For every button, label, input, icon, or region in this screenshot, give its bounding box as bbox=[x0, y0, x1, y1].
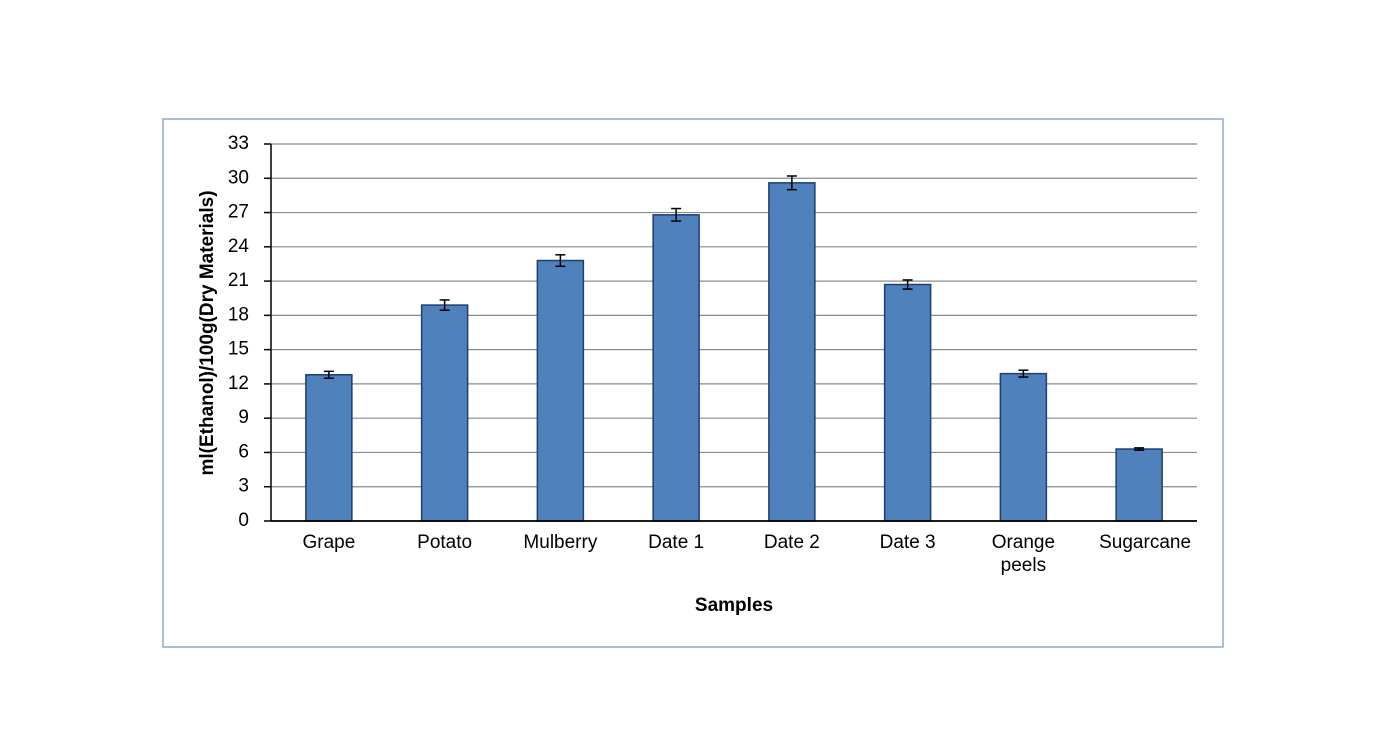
error-bar bbox=[555, 254, 566, 267]
y-tick-label: 15 bbox=[228, 339, 249, 360]
error-bar bbox=[902, 279, 913, 290]
x-tick-label-box: Mulberry bbox=[523, 532, 598, 553]
error-bar bbox=[1018, 369, 1029, 378]
y-tick-label: 3 bbox=[238, 476, 249, 497]
x-tick-label-box: Date 1 bbox=[648, 532, 705, 553]
x-tick-label: Grape bbox=[302, 532, 356, 553]
x-tick-label: Date 3 bbox=[879, 532, 936, 553]
x-tick-label: Date 2 bbox=[763, 532, 820, 553]
x-tick-label-box: Date 3 bbox=[879, 532, 936, 553]
error-bar bbox=[323, 370, 334, 379]
y-tick-label: 6 bbox=[238, 441, 249, 462]
y-axis-title: ml(Ethanol)/100g(Dry Materials) bbox=[197, 190, 218, 475]
x-tick-label-box: Date 2 bbox=[763, 532, 820, 553]
x-tick-label: Orange peels bbox=[991, 532, 1056, 576]
x-tick-label: Sugarcane bbox=[1099, 532, 1192, 553]
y-tick-label: 24 bbox=[228, 236, 250, 257]
bar bbox=[883, 283, 932, 522]
bar bbox=[768, 182, 816, 522]
error-bar bbox=[671, 207, 682, 222]
x-tick-label-box: Potato bbox=[417, 532, 473, 553]
y-tick-label: 21 bbox=[228, 270, 249, 291]
error-bar bbox=[786, 175, 797, 191]
y-tick-label: 12 bbox=[228, 373, 249, 394]
y-tick-label: 18 bbox=[228, 304, 249, 325]
x-tick-label: Potato bbox=[417, 532, 473, 553]
y-tick-label: 9 bbox=[238, 407, 249, 428]
error-bar bbox=[1134, 447, 1145, 451]
bar bbox=[420, 304, 469, 522]
bar bbox=[305, 374, 353, 522]
x-axis-title: Samples bbox=[695, 595, 773, 616]
bar bbox=[652, 214, 700, 522]
bar bbox=[1115, 448, 1163, 522]
y-tick-label: 30 bbox=[228, 167, 249, 188]
x-tick-label-box: Grape bbox=[302, 532, 356, 553]
x-tick-label-box: Sugarcane bbox=[1099, 532, 1192, 553]
y-tick-label: 0 bbox=[238, 510, 249, 531]
y-tick-label: 33 bbox=[228, 133, 249, 154]
y-tick-label: 27 bbox=[228, 202, 249, 223]
x-tick-label: Date 1 bbox=[648, 532, 705, 553]
x-tick-label-box: Orange peels bbox=[991, 532, 1056, 576]
error-bar bbox=[439, 299, 450, 311]
x-tick-label: Mulberry bbox=[523, 532, 598, 553]
bar bbox=[536, 259, 585, 522]
bar bbox=[999, 372, 1048, 522]
